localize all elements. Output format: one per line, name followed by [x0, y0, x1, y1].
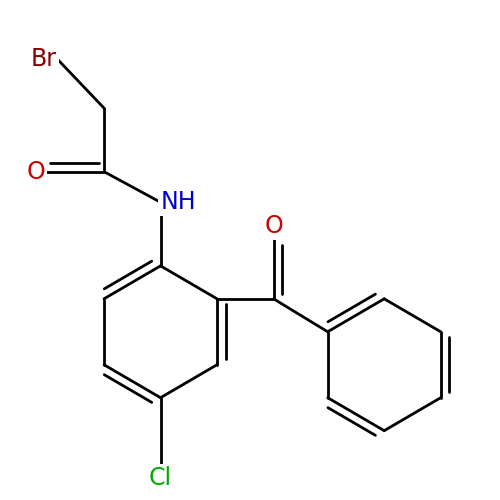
- Text: NH: NH: [160, 190, 196, 214]
- Text: Br: Br: [31, 46, 57, 70]
- Text: Cl: Cl: [149, 466, 172, 490]
- Text: O: O: [264, 214, 283, 238]
- Text: O: O: [26, 160, 45, 184]
